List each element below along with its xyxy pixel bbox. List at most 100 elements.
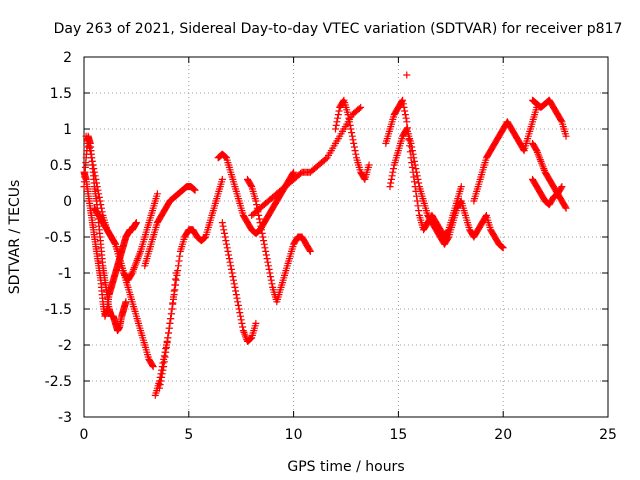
data-point xyxy=(415,179,423,187)
data-point xyxy=(238,319,246,327)
data-point xyxy=(408,147,416,155)
data-point xyxy=(230,280,238,288)
data-point xyxy=(255,215,263,223)
y-tick-label: -3 xyxy=(58,410,72,426)
data-point xyxy=(388,172,396,180)
data-point xyxy=(410,173,418,181)
data-point xyxy=(226,258,234,266)
data-point xyxy=(410,154,418,162)
data-point xyxy=(350,143,358,151)
data-point xyxy=(191,186,199,194)
y-tick-label: 1.5 xyxy=(50,86,72,102)
data-point xyxy=(219,222,227,230)
data-point xyxy=(389,168,397,176)
data-point xyxy=(407,139,415,147)
data-point xyxy=(352,150,360,158)
data-point xyxy=(346,121,354,129)
data-point xyxy=(221,233,229,241)
data-point xyxy=(267,273,275,281)
data-point xyxy=(97,201,105,209)
data-point xyxy=(252,197,260,205)
y-tick-label: -1.5 xyxy=(45,302,72,318)
data-point xyxy=(259,233,267,241)
data-point xyxy=(345,118,353,126)
data-point xyxy=(268,280,276,288)
data-point xyxy=(160,358,168,366)
data-point xyxy=(348,132,356,140)
data-point xyxy=(260,240,268,248)
data-point xyxy=(257,226,265,234)
data-point xyxy=(562,132,570,140)
data-point xyxy=(410,157,418,165)
data-point xyxy=(457,198,465,206)
data-point xyxy=(365,161,373,169)
data-point xyxy=(148,361,156,369)
data-point xyxy=(223,244,231,252)
data-point xyxy=(414,175,422,183)
data-point xyxy=(220,226,228,234)
data-point xyxy=(557,117,565,125)
data-point xyxy=(306,246,314,254)
data-point xyxy=(415,207,423,215)
y-tick-label: -1 xyxy=(58,266,72,282)
data-point xyxy=(227,262,235,270)
series-arc-8 xyxy=(218,219,260,345)
data-point xyxy=(236,309,244,317)
y-tick-label: 1 xyxy=(63,122,72,138)
y-axis-label: SDTVAR / TECUs xyxy=(7,180,23,295)
x-tick-label: 15 xyxy=(389,427,407,443)
data-point xyxy=(339,97,347,105)
data-point xyxy=(93,179,101,187)
data-point xyxy=(167,315,175,323)
data-point xyxy=(264,258,272,266)
data-point xyxy=(224,247,232,255)
data-point xyxy=(306,247,314,255)
data-point xyxy=(128,270,136,278)
data-point xyxy=(247,181,255,189)
data-point xyxy=(158,373,166,381)
series-arc-17 xyxy=(529,96,570,140)
series-arc-12 xyxy=(332,96,373,183)
data-point xyxy=(168,305,176,313)
data-point xyxy=(225,251,233,259)
plot-frame xyxy=(83,56,609,418)
data-point xyxy=(111,239,119,247)
data-point xyxy=(345,114,353,122)
data-point xyxy=(265,265,273,273)
y-tick-label: -0.5 xyxy=(45,230,72,246)
data-point xyxy=(160,363,168,371)
data-point xyxy=(519,145,527,153)
data-point xyxy=(411,161,419,169)
data-point xyxy=(357,103,365,111)
data-point xyxy=(347,125,355,133)
data-point xyxy=(132,219,140,227)
data-point xyxy=(162,343,170,351)
series-arc-7 xyxy=(155,269,180,392)
data-point xyxy=(386,183,394,191)
x-axis-label: GPS time / hours xyxy=(287,459,404,475)
data-point xyxy=(402,114,410,122)
data-point xyxy=(261,244,269,252)
series-arc-10 xyxy=(243,175,314,306)
data-point xyxy=(387,175,395,183)
data-point xyxy=(399,100,407,108)
data-point xyxy=(122,298,130,306)
data-point xyxy=(165,324,173,332)
data-point xyxy=(413,168,421,176)
data-point xyxy=(263,255,271,263)
data-point xyxy=(401,107,409,115)
data-point xyxy=(412,165,420,173)
data-point xyxy=(87,150,95,158)
data-point xyxy=(403,118,411,126)
data-point xyxy=(159,366,167,374)
data-point xyxy=(413,172,421,180)
grid xyxy=(84,57,608,417)
data-point xyxy=(153,190,161,198)
data-point xyxy=(95,193,103,201)
data-point xyxy=(230,276,238,284)
data-point xyxy=(349,136,357,144)
data-point xyxy=(86,147,94,155)
data-point xyxy=(176,252,184,260)
data-point xyxy=(332,121,340,129)
